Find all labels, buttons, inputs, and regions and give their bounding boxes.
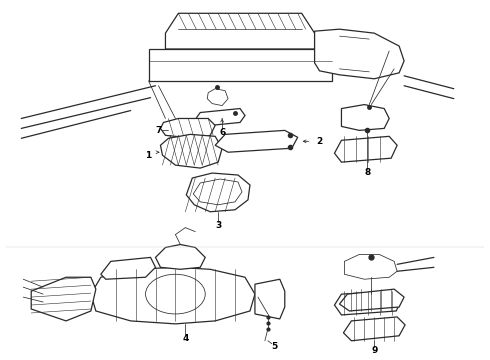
Polygon shape — [166, 13, 315, 49]
Polygon shape — [335, 291, 401, 315]
Text: 5: 5 — [271, 342, 278, 351]
Polygon shape — [215, 130, 298, 152]
Polygon shape — [161, 118, 215, 138]
Text: 1: 1 — [146, 151, 152, 160]
Text: 8: 8 — [364, 167, 370, 176]
Polygon shape — [148, 49, 332, 81]
Polygon shape — [335, 136, 397, 162]
Text: 6: 6 — [219, 128, 225, 137]
Polygon shape — [340, 289, 404, 311]
Polygon shape — [342, 105, 389, 130]
Polygon shape — [91, 267, 255, 324]
Polygon shape — [31, 277, 96, 321]
Text: 2: 2 — [317, 137, 323, 146]
Polygon shape — [315, 29, 404, 79]
Polygon shape — [161, 134, 222, 168]
Text: 4: 4 — [182, 334, 189, 343]
Polygon shape — [155, 244, 205, 269]
Polygon shape — [193, 179, 242, 205]
Text: 9: 9 — [371, 346, 377, 355]
Polygon shape — [207, 89, 228, 105]
Polygon shape — [186, 173, 250, 212]
Text: 3: 3 — [215, 221, 221, 230]
Polygon shape — [344, 255, 397, 279]
Polygon shape — [255, 279, 285, 319]
Polygon shape — [101, 257, 155, 279]
Polygon shape — [343, 317, 405, 341]
Text: 7: 7 — [155, 126, 162, 135]
Polygon shape — [196, 109, 245, 126]
